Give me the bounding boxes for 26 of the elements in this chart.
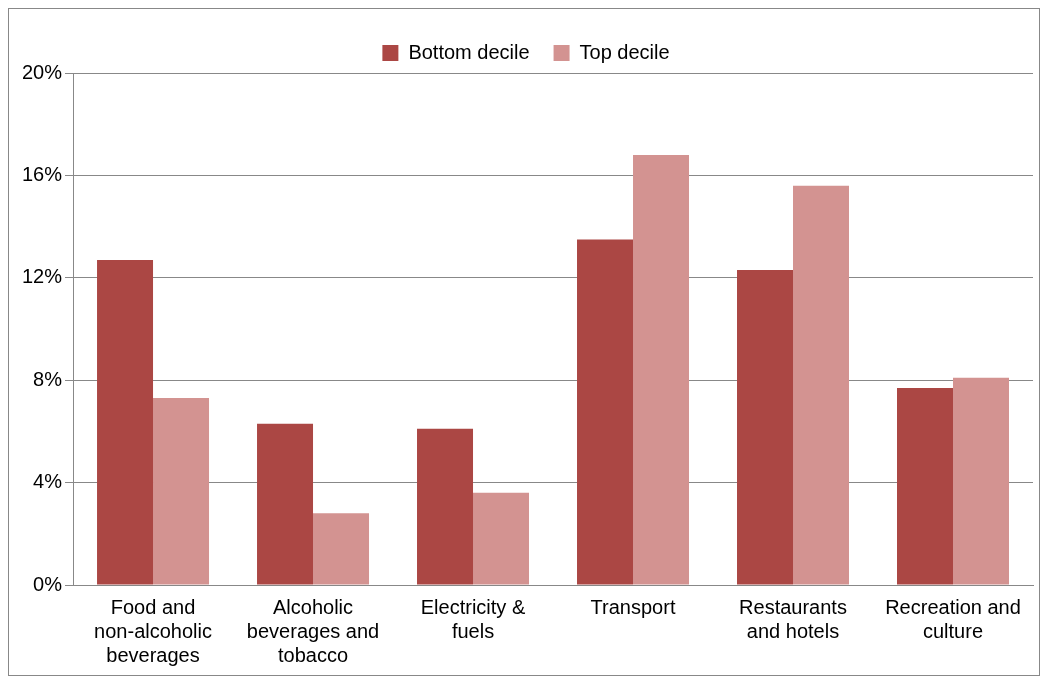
- x-tick-label: Recreation and culture: [885, 595, 1021, 642]
- bar: [633, 154, 690, 585]
- bar: [313, 513, 370, 585]
- x-tick-label: Transport: [590, 595, 676, 618]
- bar: [257, 423, 314, 585]
- x-tick-label: Alcoholic beverages and tobacco: [246, 595, 380, 666]
- y-tick-label: 4%: [33, 470, 63, 493]
- bar: [473, 492, 530, 585]
- x-tick-label: Electricity & fuels: [420, 595, 526, 642]
- bar: [897, 387, 953, 585]
- y-tick-label: 16%: [22, 162, 63, 185]
- bar: [577, 239, 634, 585]
- legend-label: Bottom decile: [408, 40, 530, 63]
- bar: [153, 398, 210, 585]
- bar: [97, 259, 154, 585]
- bar: [793, 185, 850, 585]
- y-tick-label: 20%: [22, 60, 63, 83]
- y-tick-label: 0%: [33, 572, 63, 595]
- bar: [953, 377, 1009, 585]
- bar: [737, 270, 794, 585]
- y-tick-label: 8%: [33, 367, 63, 390]
- legend-label: Top decile: [579, 40, 670, 63]
- bar: [417, 428, 474, 585]
- x-tick-label: Food and non-alcoholic beverages: [94, 595, 212, 666]
- x-tick-label: Restaurants and hotels: [739, 595, 847, 642]
- y-tick-label: 12%: [22, 265, 63, 288]
